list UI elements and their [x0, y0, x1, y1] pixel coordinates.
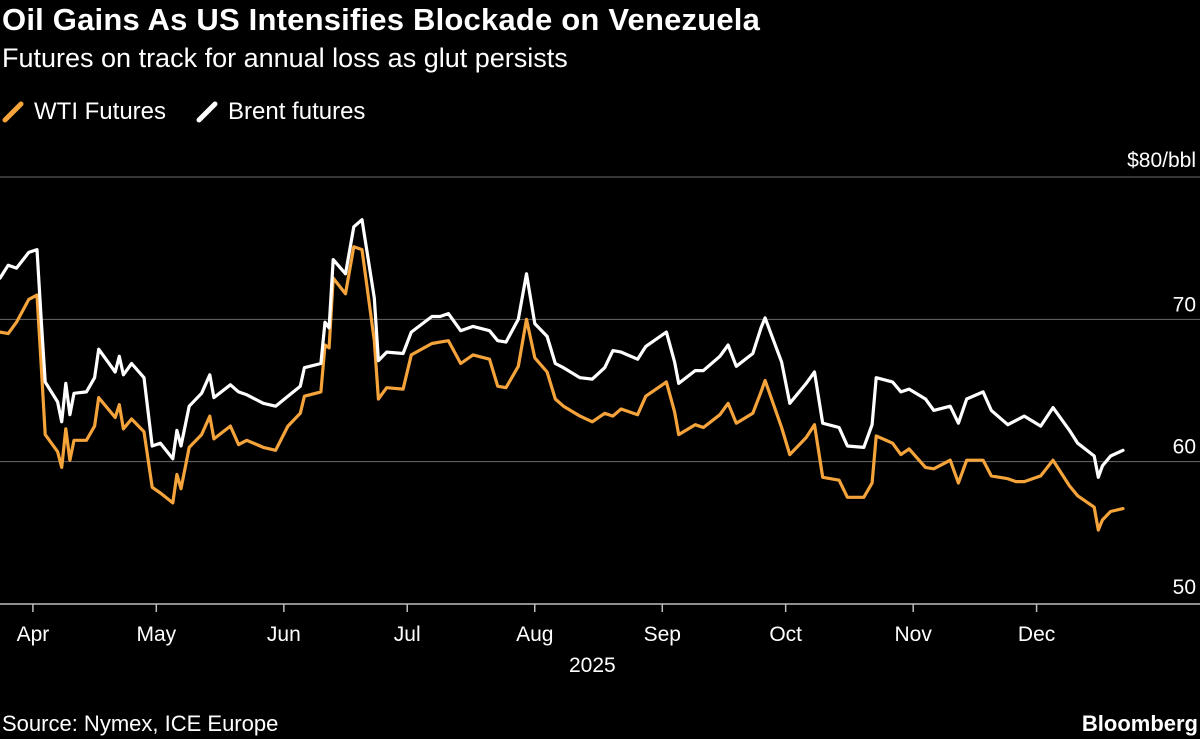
chart-legend: WTI Futures Brent futures: [2, 98, 395, 126]
series-line-brent: [0, 218, 1125, 479]
x-tick-label-nov: Nov: [895, 623, 933, 646]
x-tick-label-may: May: [136, 623, 176, 646]
y-tick-label-70: 70: [1173, 293, 1196, 316]
diagonal-line-icon: [196, 101, 218, 123]
legend-label-wti: WTI Futures: [34, 98, 167, 125]
x-tick-label-sep: Sep: [644, 623, 681, 646]
series-line-wti: [0, 245, 1125, 532]
x-tick-label-dec: Dec: [1018, 623, 1055, 646]
legend-label-brent: Brent futures: [228, 98, 366, 125]
x-axis-year-label: 2025: [569, 654, 616, 677]
y-tick-label-60: 60: [1173, 436, 1196, 459]
diagonal-line-icon: [2, 101, 24, 123]
source-note: Source: Nymex, ICE Europe: [2, 711, 279, 736]
x-tick-label-apr: Apr: [17, 623, 50, 646]
x-tick-label-oct: Oct: [769, 623, 802, 646]
x-tick-label-jul: Jul: [394, 623, 421, 646]
y-tick-label-50: 50: [1173, 576, 1196, 599]
legend-item-brent: Brent futures: [196, 98, 365, 126]
chart-title: Oil Gains As US Intensifies Blockade on …: [2, 2, 761, 37]
x-tick-label-aug: Aug: [516, 623, 553, 646]
x-tick-label-jun: Jun: [267, 623, 301, 646]
y-tick-label-80: $80/bbl: [1127, 149, 1196, 172]
brand-logo: Bloomberg: [1081, 711, 1198, 736]
chart-subtitle: Futures on track for annual loss as glut…: [2, 43, 568, 73]
legend-item-wti: WTI Futures: [2, 98, 166, 126]
